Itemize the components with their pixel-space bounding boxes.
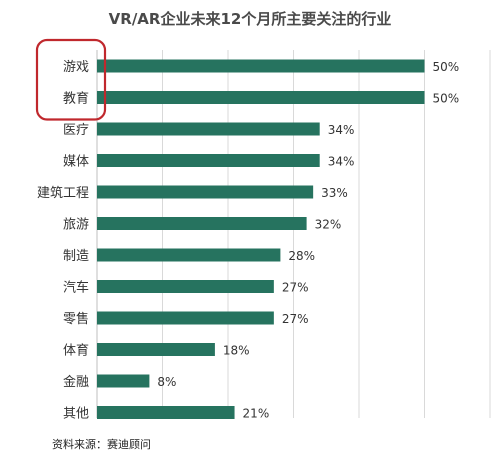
bar	[97, 154, 320, 167]
data-label: 8%	[157, 375, 176, 389]
bar	[97, 122, 320, 136]
category-label: 零售	[63, 311, 89, 327]
data-label: 21%	[243, 407, 270, 421]
highlight-box	[35, 38, 107, 121]
bar	[97, 343, 215, 356]
data-label: 32%	[315, 218, 342, 232]
bar	[97, 217, 307, 230]
bar	[97, 280, 274, 293]
category-label: 游戏	[63, 60, 89, 75]
data-label: 27%	[282, 312, 309, 326]
category-label: 媒体	[63, 155, 89, 170]
data-label: 34%	[328, 155, 355, 169]
category-label: 汽车	[63, 280, 89, 296]
bar	[97, 91, 425, 104]
bar	[97, 248, 281, 262]
data-label: 18%	[223, 344, 250, 358]
data-label: 28%	[288, 249, 315, 263]
bar	[97, 185, 314, 199]
category-label: 教育	[63, 91, 89, 107]
bar	[97, 374, 150, 388]
category-label: 金融	[63, 374, 89, 390]
data-label: 34%	[328, 123, 355, 137]
data-label: 50%	[433, 92, 460, 106]
category-label: 其他	[63, 407, 89, 422]
category-label: 建筑工程	[37, 185, 89, 201]
data-label: 27%	[282, 281, 309, 295]
bar	[97, 311, 274, 325]
bar	[97, 406, 235, 419]
category-label: 制造	[63, 249, 89, 264]
data-label: 33%	[321, 186, 348, 200]
category-label: 体育	[63, 343, 89, 359]
chart-title: VR/AR企业未来12个月所主要关注的行业	[108, 10, 392, 28]
bar	[97, 59, 425, 73]
data-label: 50%	[433, 60, 460, 74]
source-note: 资料来源：赛迪顾问	[52, 438, 151, 451]
category-label: 旅游	[63, 218, 89, 233]
category-label: 医疗	[63, 123, 89, 138]
